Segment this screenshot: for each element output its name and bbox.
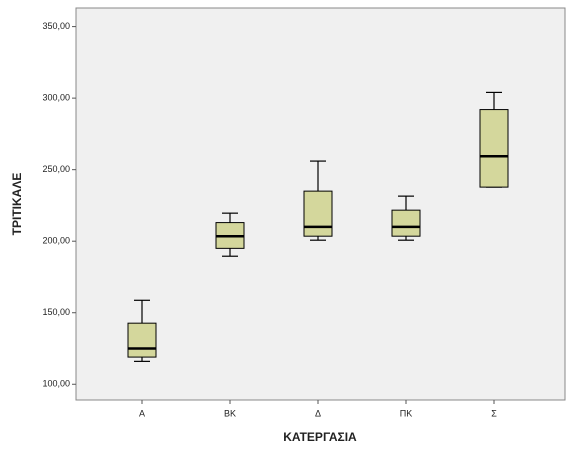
x-axis-title: ΚΑΤΕΡΓΑΣΙΑ (283, 430, 357, 444)
y-tick-label: 350,00 (42, 21, 70, 31)
box (479, 109, 509, 188)
x-tick-label: Δ (315, 408, 321, 418)
x-tick-label: ΠΚ (400, 408, 413, 418)
y-tick-label: 250,00 (42, 164, 70, 174)
y-tick-label: 150,00 (42, 307, 70, 317)
x-tick-label: ΒΚ (224, 408, 236, 418)
x-tick-label: Σ (491, 408, 497, 418)
box (127, 322, 157, 358)
y-tick-label: 300,00 (42, 93, 70, 103)
box (303, 190, 333, 237)
x-tick-label: Α (139, 408, 145, 418)
box (391, 209, 421, 237)
y-axis-title: ΤΡΙΤΙΚΑΛΕ (10, 173, 24, 236)
y-tick-label: 200,00 (42, 236, 70, 246)
y-tick-label: 100,00 (42, 379, 70, 389)
